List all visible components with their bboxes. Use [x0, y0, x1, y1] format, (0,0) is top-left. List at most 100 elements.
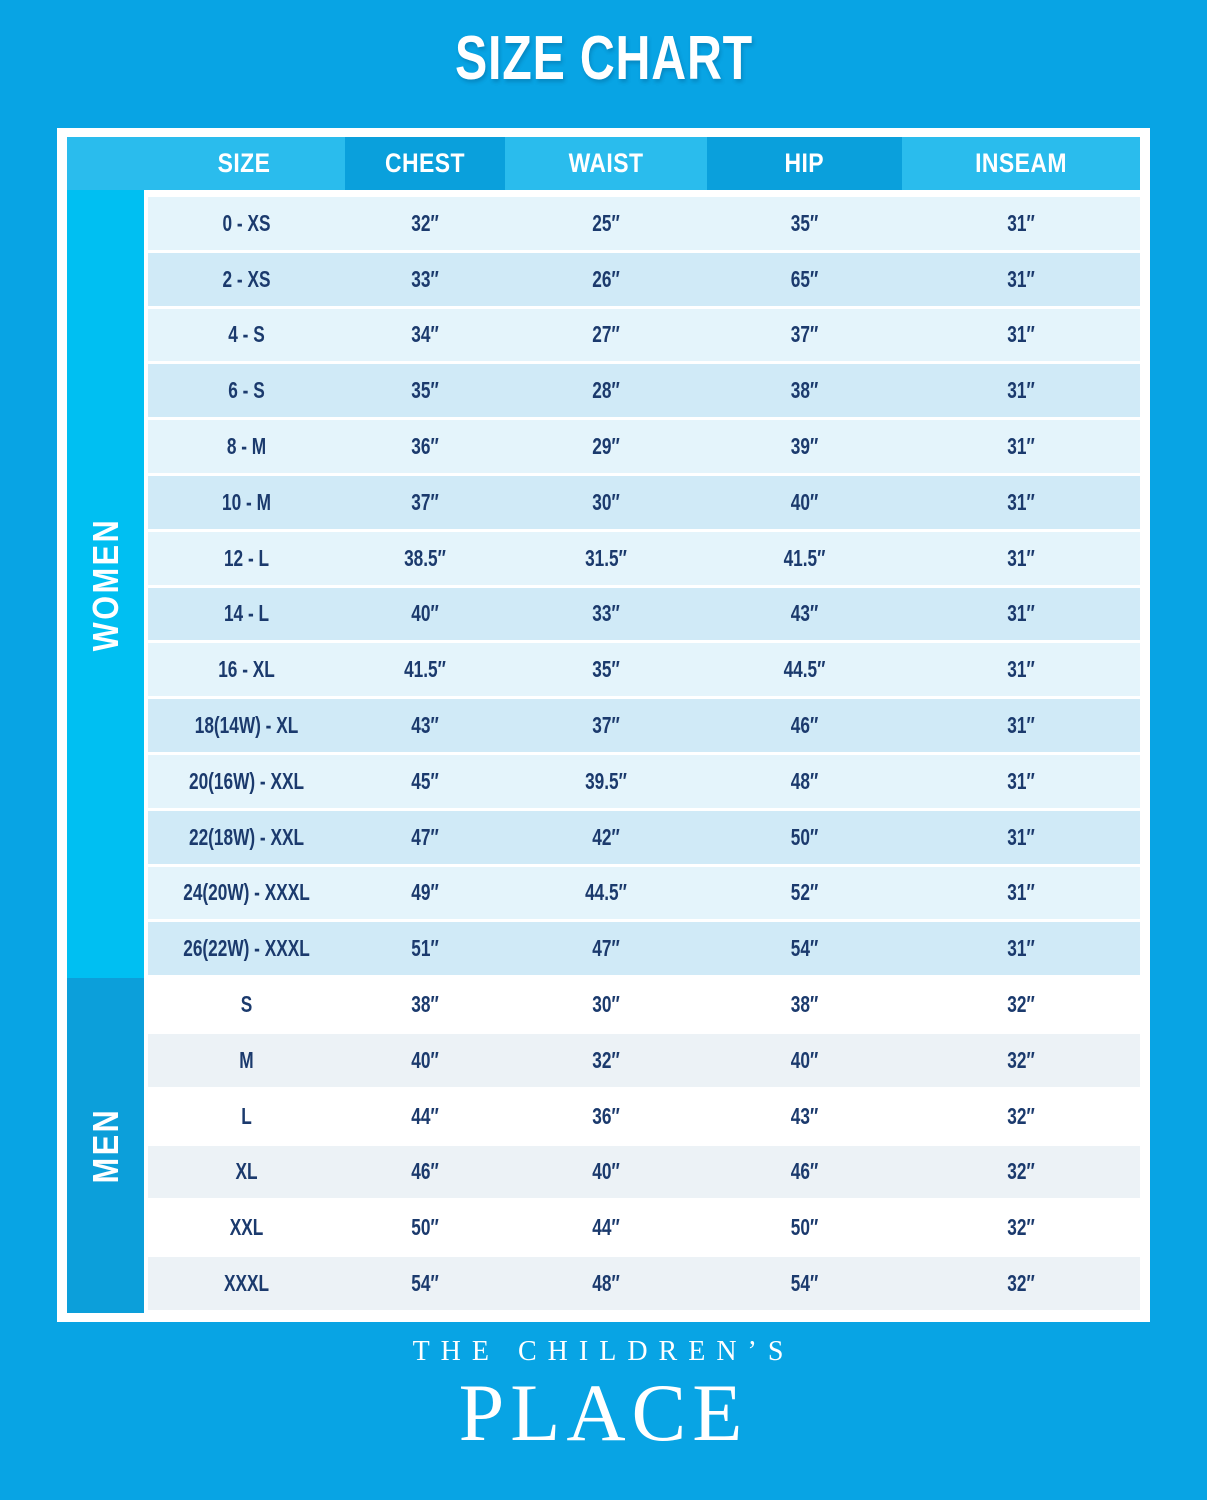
measurement-cell: 43″ — [411, 712, 439, 739]
measurement-cell: 44.5″ — [585, 879, 627, 906]
table-row: 2 - XS 33″ 26″ 65″ 31″ — [148, 252, 1140, 306]
measurement-cell: 28″ — [592, 377, 620, 404]
measurement-cell: 46″ — [790, 1158, 819, 1185]
measurement-cell: 50″ — [790, 823, 819, 850]
measurement-cell: 40″ — [411, 600, 439, 627]
measurement-cell: 31.5″ — [585, 544, 627, 571]
measurement-cell: 50″ — [411, 1214, 439, 1241]
measurement-cell: 39.5″ — [585, 767, 627, 794]
size-label-cell: 6 - S — [228, 377, 265, 404]
table-row: XL 46″ 40″ 46″ 32″ — [148, 1145, 1140, 1199]
measurement-cell: 40″ — [592, 1158, 620, 1185]
header-cell-hip: HIP — [707, 137, 902, 190]
measurement-cell: 54″ — [790, 935, 819, 962]
measurement-cell: 37″ — [592, 712, 620, 739]
table-row: 20(16W) - XXL 45″ 39.5″ 48″ 31″ — [148, 754, 1140, 808]
header-label-waist: WAIST — [568, 148, 644, 178]
size-label-cell: L — [241, 1102, 252, 1129]
table-row: M 40″ 32″ 40″ 32″ — [148, 1033, 1140, 1087]
brand-logo-line1: THE CHILDREN’S — [412, 1336, 795, 1367]
measurement-cell: 45″ — [411, 767, 439, 794]
size-label-cell: XXXL — [223, 1270, 270, 1297]
table-body: WOMEN MEN 0 - XS 32″ 25″ 35″ 31″ 2 - XS 33″ 26″… — [67, 190, 1140, 1313]
table-row: 6 - S 35″ 28″ 38″ 31″ — [148, 364, 1140, 418]
table-row: 12 - L 38.5″ 31.5″ 41.5″ 31″ — [148, 531, 1140, 585]
measurement-cell: 43″ — [790, 1102, 819, 1129]
measurement-cell: 32″ — [1007, 1214, 1035, 1241]
measurement-cell: 32″ — [1007, 1158, 1035, 1185]
measurement-cell: 31″ — [1007, 879, 1035, 906]
size-label-cell: M — [239, 1046, 254, 1073]
measurement-cell: 30″ — [592, 991, 620, 1018]
page-title-wrap: SIZE CHART — [0, 28, 1207, 90]
measurement-cell: 34″ — [411, 321, 439, 348]
measurement-cell: 32″ — [1007, 1102, 1035, 1129]
measurement-cell: 36″ — [592, 1102, 620, 1129]
measurement-cell: 33″ — [411, 265, 439, 292]
measurement-cell: 38.5″ — [404, 544, 446, 571]
measurement-cell: 40″ — [790, 488, 819, 515]
table-rows: 0 - XS 32″ 25″ 35″ 31″ 2 - XS 33″ 26″ 65″ 31″ 4 - … — [144, 190, 1140, 1313]
measurement-cell: 31″ — [1007, 767, 1035, 794]
measurement-cell: 41.5″ — [783, 544, 826, 571]
measurement-cell: 31″ — [1007, 823, 1035, 850]
measurement-cell: 54″ — [411, 1270, 439, 1297]
measurement-cell: 35″ — [411, 377, 439, 404]
measurement-cell: 47″ — [411, 823, 439, 850]
table-row: XXXL 54″ 48″ 54″ 32″ — [148, 1257, 1140, 1310]
table-header-row: SIZE CHEST WAIST HIP INSEAM — [67, 137, 1140, 190]
header-cell-chest: CHEST — [345, 137, 505, 190]
table-row: 24(20W) - XXXL 49″ 44.5″ 52″ 31″ — [148, 866, 1140, 920]
table-row: XXL 50″ 44″ 50″ 32″ — [148, 1201, 1140, 1255]
measurement-cell: 65″ — [790, 265, 819, 292]
measurement-cell: 32″ — [1007, 1046, 1035, 1073]
measurement-cell: 41.5″ — [404, 656, 446, 683]
table-row: S 38″ 30″ 38″ 32″ — [148, 978, 1140, 1031]
size-label-cell: 24(20W) - XXXL — [183, 879, 310, 906]
size-label-cell: 26(22W) - XXXL — [183, 935, 310, 962]
size-label-cell: 14 - L — [223, 600, 270, 627]
measurement-cell: 31″ — [1007, 656, 1035, 683]
measurement-cell: 31″ — [1007, 544, 1035, 571]
table-row: L 44″ 36″ 43″ 32″ — [148, 1089, 1140, 1143]
measurement-cell: 32″ — [592, 1046, 620, 1073]
size-label-cell: XL — [235, 1158, 258, 1185]
table-row: 8 - M 36″ 29″ 39″ 31″ — [148, 420, 1140, 473]
size-label-cell: 20(16W) - XXL — [188, 767, 305, 794]
measurement-cell: 54″ — [790, 1270, 819, 1297]
header-cell-size: SIZE — [67, 137, 345, 190]
header-label-chest: CHEST — [385, 148, 465, 178]
measurement-cell: 31″ — [1007, 377, 1035, 404]
measurement-cell: 31″ — [1007, 209, 1035, 236]
header-label-inseam: INSEAM — [975, 148, 1067, 178]
measurement-cell: 42″ — [592, 823, 620, 850]
header-cell-inseam: INSEAM — [902, 137, 1140, 190]
measurement-cell: 40″ — [790, 1046, 819, 1073]
table-row: 0 - XS 32″ 25″ 35″ 31″ — [148, 197, 1140, 250]
measurement-cell: 29″ — [592, 433, 620, 460]
measurement-cell: 47″ — [592, 935, 620, 962]
measurement-cell: 40″ — [411, 1046, 439, 1073]
measurement-cell: 44.5″ — [783, 656, 826, 683]
table-row: 26(22W) - XXXL 51″ 47″ 54″ 31″ — [148, 922, 1140, 976]
page-title: SIZE CHART — [454, 24, 753, 93]
header-cell-waist: WAIST — [505, 137, 707, 190]
size-label-cell: 18(14W) - XL — [194, 712, 299, 739]
measurement-cell: 49″ — [411, 879, 439, 906]
measurement-cell: 31″ — [1007, 600, 1035, 627]
women-section-label: WOMEN — [84, 517, 126, 651]
measurement-cell: 43″ — [790, 600, 819, 627]
measurement-cell: 31″ — [1007, 488, 1035, 515]
measurement-cell: 31″ — [1007, 265, 1035, 292]
measurement-cell: 32″ — [1007, 991, 1035, 1018]
size-label-cell: XXL — [229, 1214, 264, 1241]
measurement-cell: 50″ — [790, 1214, 819, 1241]
table-row: 18(14W) - XL 43″ 37″ 46″ 31″ — [148, 699, 1140, 752]
measurement-cell: 39″ — [790, 433, 819, 460]
measurement-cell: 32″ — [1007, 1270, 1035, 1297]
measurement-cell: 30″ — [592, 488, 620, 515]
measurement-cell: 31″ — [1007, 433, 1035, 460]
measurement-cell: 26″ — [592, 265, 620, 292]
measurement-cell: 46″ — [411, 1158, 439, 1185]
